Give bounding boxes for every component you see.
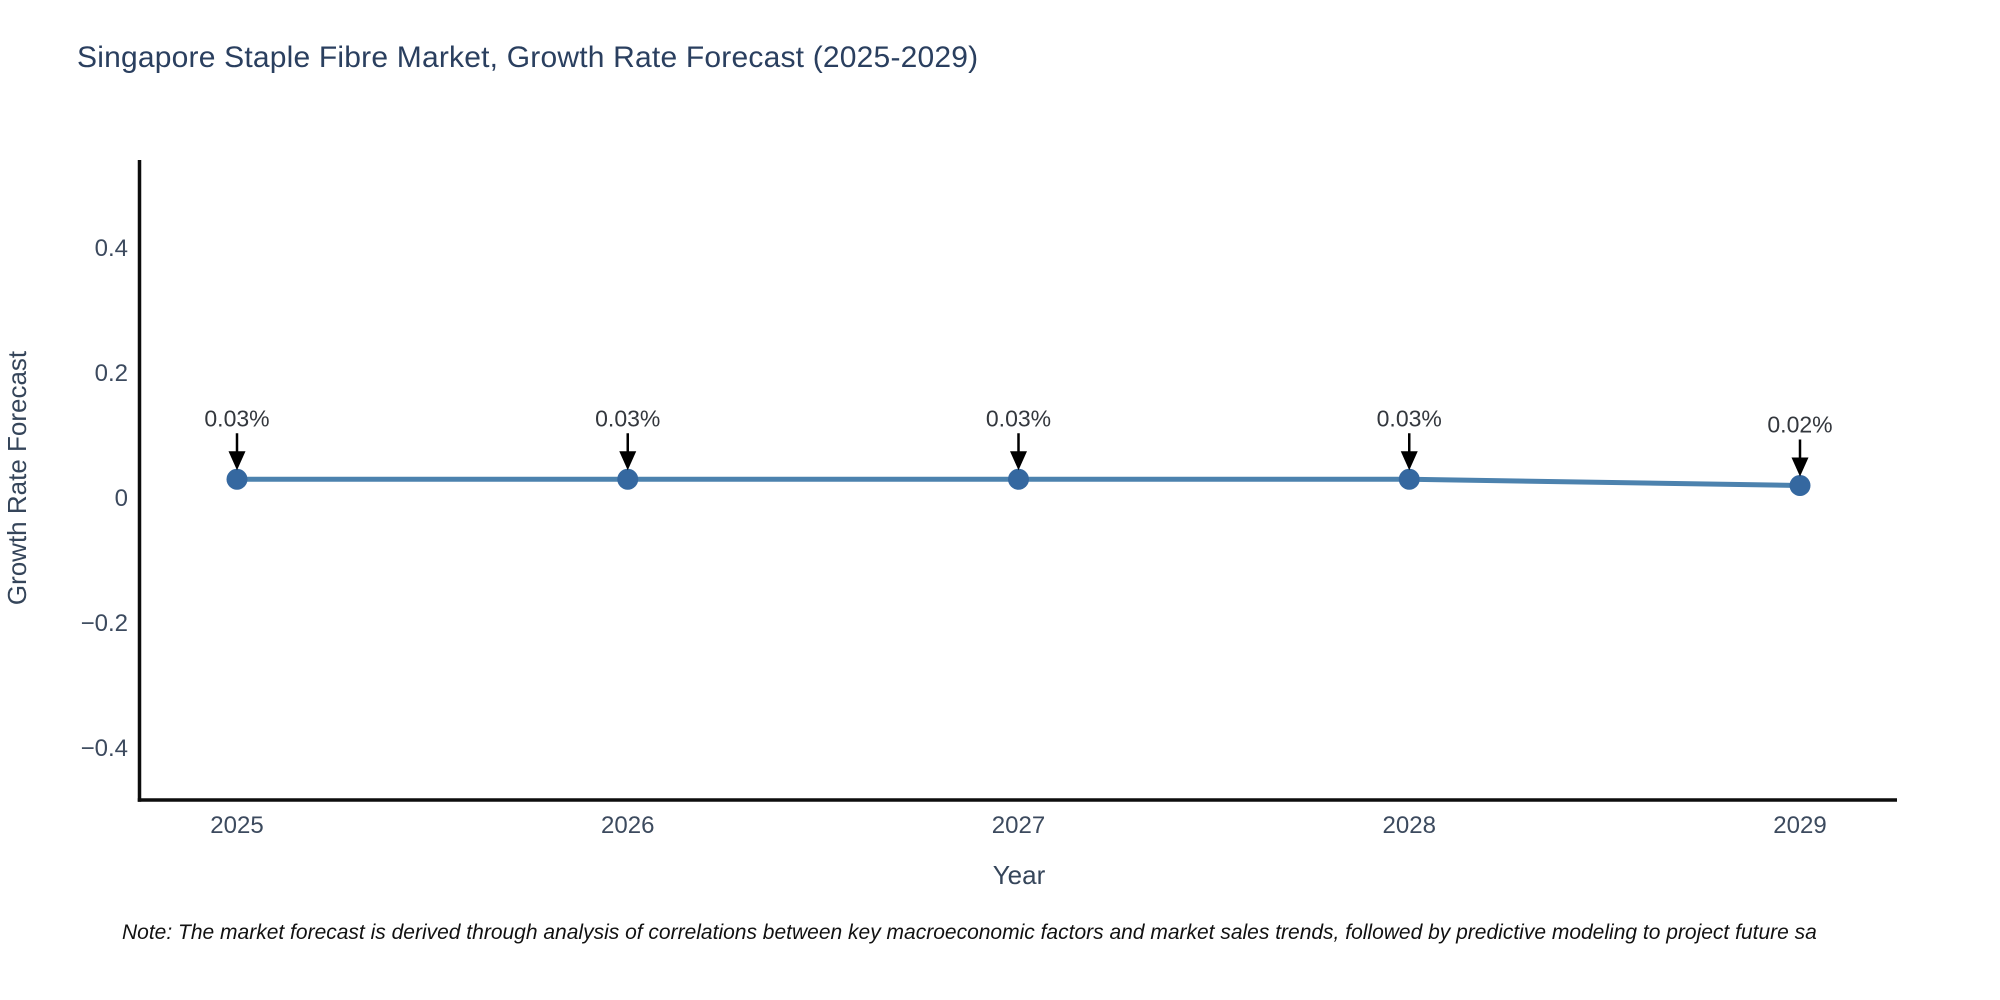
annotation-label: 0.03% — [595, 405, 660, 431]
x-tick-label: 2026 — [601, 812, 654, 839]
data-point-2026 — [617, 468, 639, 490]
x-tick-label: 2025 — [210, 812, 263, 839]
annotation-arrow-head — [1010, 451, 1027, 471]
x-axis-title: Year — [993, 860, 1046, 890]
x-tick-label: 2029 — [1773, 812, 1826, 839]
annotation-arrow-head — [1791, 457, 1809, 477]
data-point-2027 — [1008, 468, 1029, 490]
data-point-2025 — [226, 468, 248, 490]
data-point-2028 — [1398, 468, 1420, 490]
x-tick-label: 2028 — [1383, 812, 1436, 839]
y-tick-label: −0.2 — [81, 610, 128, 637]
y-tick-label: 0.2 — [95, 360, 128, 387]
annotation-label: 0.03% — [986, 405, 1051, 431]
annotation-label: 0.02% — [1767, 412, 1832, 438]
y-axis-title: Growth Rate Forecast — [2, 350, 32, 605]
x-tick-label: 2027 — [992, 812, 1045, 839]
annotation-label: 0.03% — [204, 405, 269, 431]
y-tick-label: 0.4 — [95, 235, 128, 262]
annotation-label: 0.03% — [1377, 405, 1442, 431]
annotation-arrow-head — [619, 451, 637, 471]
y-tick-label: 0 — [115, 485, 128, 512]
y-tick-label: −0.4 — [81, 735, 128, 762]
annotation-arrow-head — [228, 451, 246, 471]
annotation-arrow-head — [1400, 451, 1418, 471]
footnote: Note: The market forecast is derived thr… — [122, 921, 1817, 944]
chart-title: Singapore Staple Fibre Market, Growth Ra… — [77, 41, 979, 74]
data-point-2029 — [1789, 475, 1811, 496]
